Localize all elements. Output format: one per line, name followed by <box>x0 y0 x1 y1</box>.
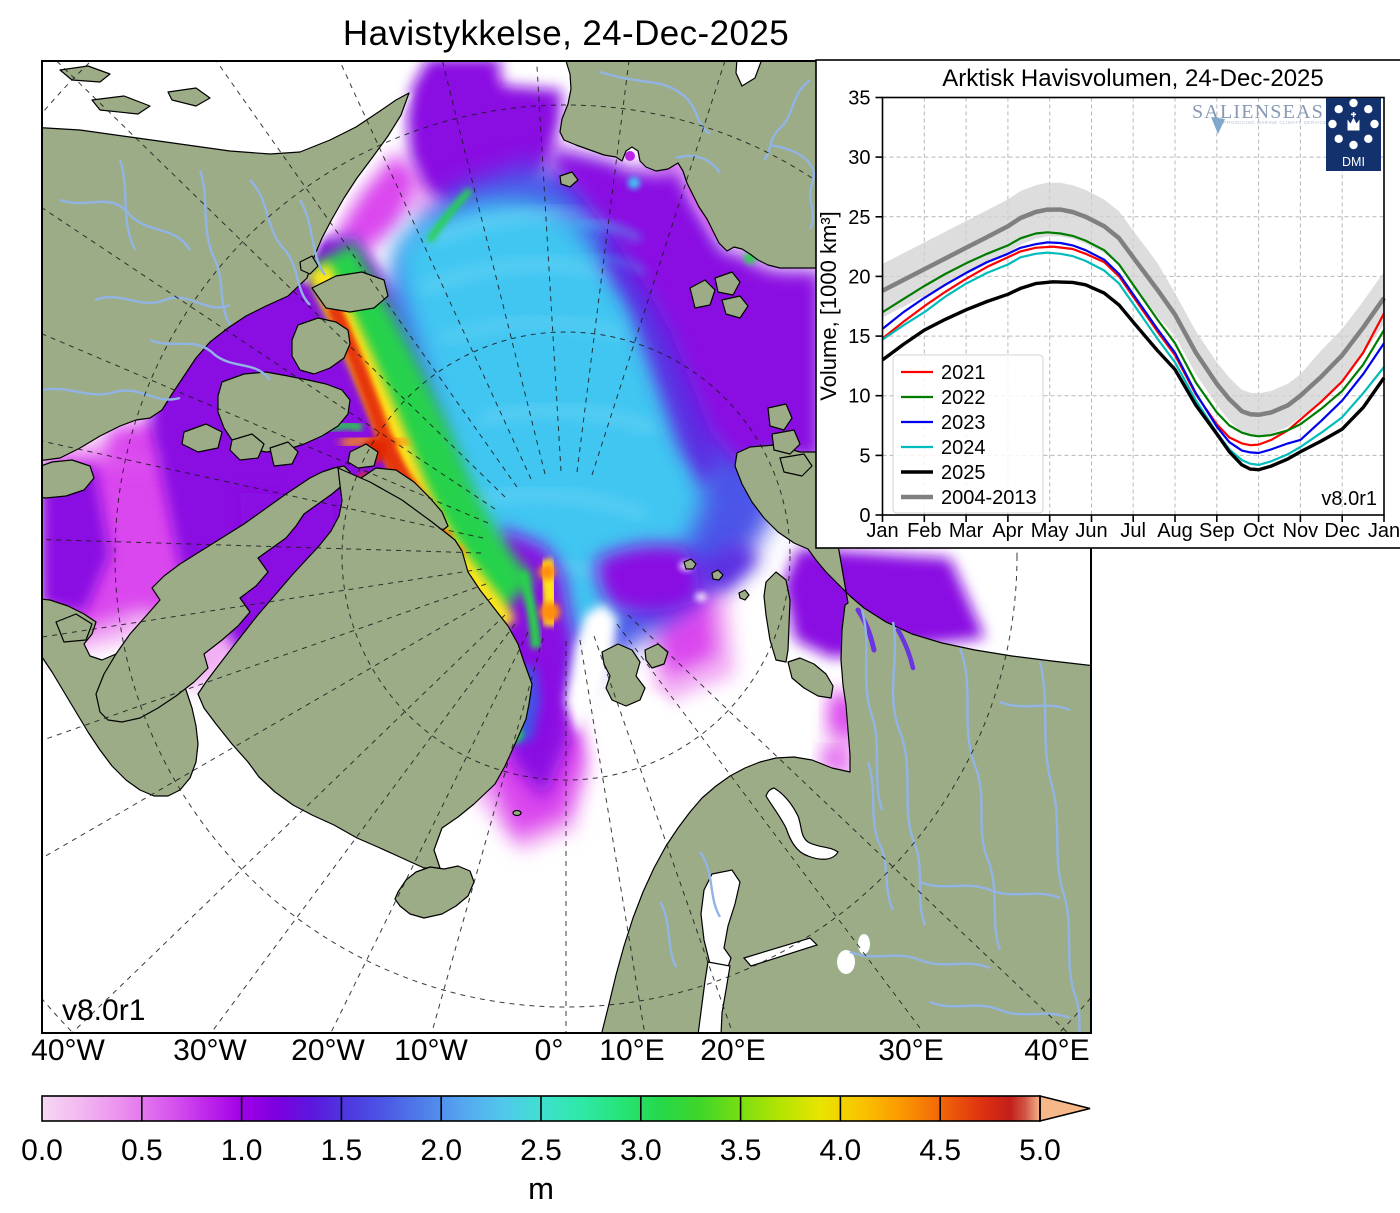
svg-text:Havistykkelse, 24-Dec-2025: Havistykkelse, 24-Dec-2025 <box>343 14 789 53</box>
svg-text:25: 25 <box>848 207 870 229</box>
svg-text:4.0: 4.0 <box>820 1134 862 1167</box>
svg-text:SALIENSEAS: SALIENSEAS <box>1192 101 1324 123</box>
svg-text:CO-PRODUCING MARINE CLIMATE SE: CO-PRODUCING MARINE CLIMATE SERVICES <box>1214 120 1331 125</box>
svg-text:5.0: 5.0 <box>1019 1134 1061 1167</box>
svg-text:m: m <box>528 1171 554 1206</box>
svg-text:2023: 2023 <box>941 412 986 434</box>
svg-text:0°: 0° <box>535 1034 564 1067</box>
svg-text:40°W: 40°W <box>31 1034 105 1067</box>
svg-text:5: 5 <box>859 445 870 467</box>
svg-text:Aug: Aug <box>1157 520 1193 542</box>
svg-text:30: 30 <box>848 147 870 169</box>
svg-text:3.0: 3.0 <box>620 1134 662 1167</box>
svg-text:Oct: Oct <box>1243 520 1275 542</box>
svg-text:Jan: Jan <box>866 520 898 542</box>
svg-text:4.5: 4.5 <box>919 1134 961 1167</box>
svg-text:2024: 2024 <box>941 437 986 459</box>
svg-text:v8.0r1: v8.0r1 <box>1321 488 1377 510</box>
svg-text:2.0: 2.0 <box>420 1134 462 1167</box>
svg-text:35: 35 <box>848 88 870 110</box>
svg-text:10°W: 10°W <box>394 1034 468 1067</box>
svg-text:2022: 2022 <box>941 387 986 409</box>
svg-text:2021: 2021 <box>941 362 986 384</box>
svg-text:2.5: 2.5 <box>520 1134 562 1167</box>
svg-text:0: 0 <box>859 505 870 527</box>
svg-text:Volume, [1000 km³]: Volume, [1000 km³] <box>816 211 841 401</box>
svg-text:Jun: Jun <box>1075 520 1107 542</box>
svg-text:2004-2013: 2004-2013 <box>941 487 1037 509</box>
svg-text:May: May <box>1031 520 1069 542</box>
svg-text:Mar: Mar <box>949 520 984 542</box>
svg-text:1.0: 1.0 <box>221 1134 263 1167</box>
svg-text:DMI: DMI <box>1342 155 1365 169</box>
svg-text:20°E: 20°E <box>700 1034 765 1067</box>
svg-text:15: 15 <box>848 326 870 348</box>
svg-text:30°E: 30°E <box>878 1034 943 1067</box>
svg-text:3.5: 3.5 <box>720 1134 762 1167</box>
svg-text:20: 20 <box>848 266 870 288</box>
svg-text:10°E: 10°E <box>599 1034 664 1067</box>
svg-text:Feb: Feb <box>907 520 941 542</box>
svg-text:Dec: Dec <box>1324 520 1360 542</box>
svg-text:10: 10 <box>848 386 870 408</box>
svg-text:Nov: Nov <box>1283 520 1319 542</box>
svg-text:40°E: 40°E <box>1024 1034 1089 1067</box>
svg-text:Sep: Sep <box>1199 520 1235 542</box>
svg-text:0.0: 0.0 <box>21 1134 63 1167</box>
svg-text:20°W: 20°W <box>291 1034 365 1067</box>
svg-text:2025: 2025 <box>941 462 986 484</box>
svg-text:Jul: Jul <box>1120 520 1146 542</box>
svg-text:Jan: Jan <box>1368 520 1400 542</box>
svg-text:Arktisk Havisvolumen, 24-Dec-2: Arktisk Havisvolumen, 24-Dec-2025 <box>942 65 1323 92</box>
svg-text:Apr: Apr <box>992 520 1023 542</box>
svg-text:1.5: 1.5 <box>321 1134 363 1167</box>
svg-text:0.5: 0.5 <box>121 1134 163 1167</box>
svg-text:v8.0r1: v8.0r1 <box>62 994 145 1027</box>
svg-text:30°W: 30°W <box>173 1034 247 1067</box>
